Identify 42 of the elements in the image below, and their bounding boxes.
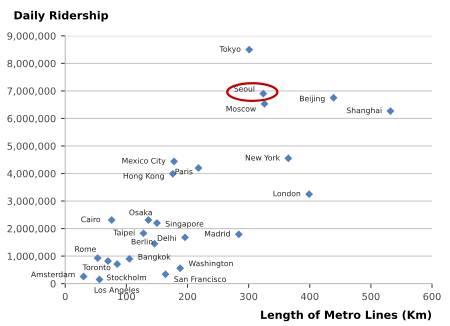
x-tick-label: 200 — [178, 292, 196, 300]
point — [126, 254, 134, 263]
y-tick-label: 4,000,000 — [7, 170, 56, 178]
x-tick-label: 100 — [118, 292, 136, 300]
y-tick-label: 8,000,000 — [7, 60, 56, 68]
y-tick-label: 0 — [50, 280, 56, 288]
x-tick-label: 500 — [362, 292, 380, 300]
point — [94, 254, 102, 262]
point — [140, 229, 148, 238]
point — [170, 157, 178, 166]
x-tick-label: 400 — [300, 292, 318, 300]
point — [113, 260, 122, 268]
point — [245, 46, 254, 54]
y-tick-label: 3,000,000 — [7, 198, 56, 206]
point — [386, 107, 394, 115]
point — [108, 216, 116, 224]
point — [234, 230, 243, 238]
point — [260, 100, 268, 108]
point — [96, 276, 104, 284]
point — [330, 94, 338, 102]
y-tick-label: 7,000,000 — [8, 87, 56, 96]
x-tick-label: 600 — [423, 292, 441, 300]
point — [284, 154, 292, 162]
point — [162, 270, 170, 278]
point — [259, 90, 268, 98]
y-tick-label: 1,000,000 — [8, 252, 56, 261]
point — [176, 264, 184, 272]
point — [104, 257, 112, 265]
point — [181, 233, 189, 242]
y-tick-label: 2,000,000 — [7, 225, 56, 234]
point — [144, 216, 152, 224]
y-tick-label: 6,000,000 — [7, 114, 56, 124]
point — [80, 272, 88, 280]
x-axis-title: Length of Metro Lines (Km) — [261, 310, 432, 322]
point — [153, 219, 161, 227]
x-tick-label: 300 — [240, 292, 258, 300]
y-tick-label: 5,000,000 — [7, 142, 56, 151]
y-tick-label: 9,000,000 — [7, 32, 56, 41]
x-tick-label: 0 — [62, 292, 68, 300]
point — [305, 190, 314, 198]
point — [194, 164, 202, 172]
chart-title: Daily Ridership — [14, 10, 108, 22]
